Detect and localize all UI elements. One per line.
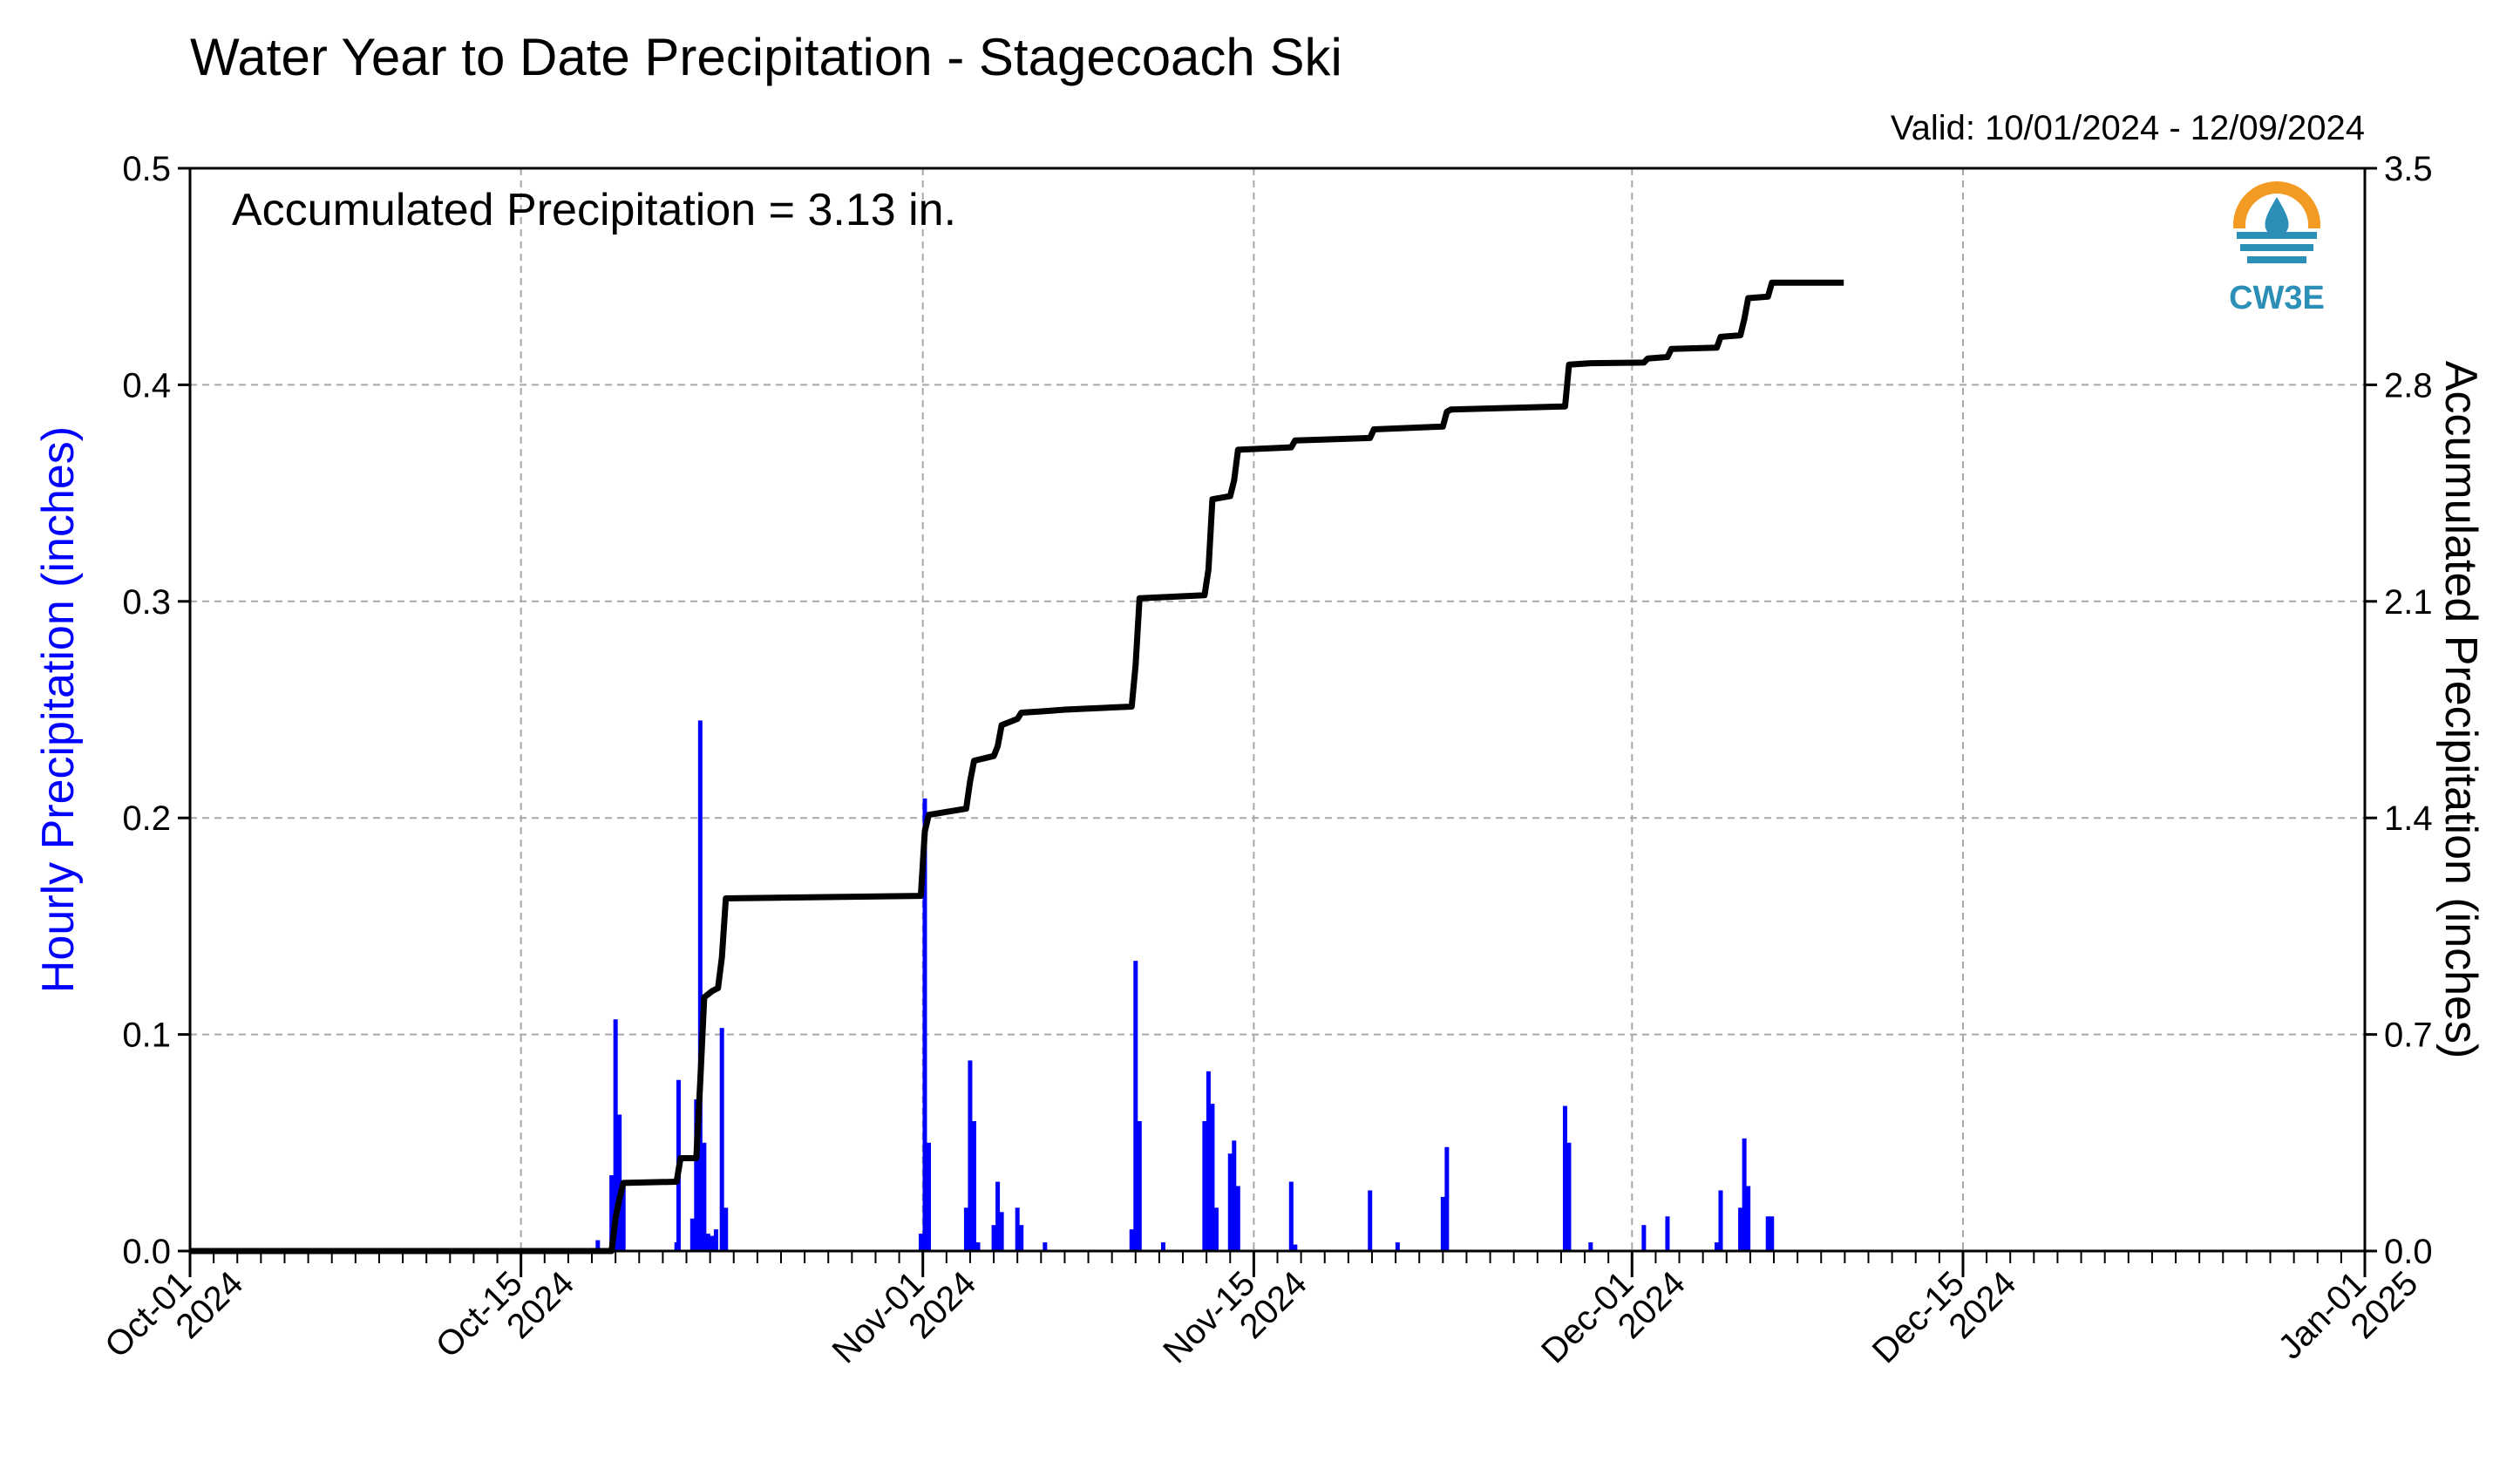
hourly-precip-bar xyxy=(971,1120,976,1251)
hourly-precip-bar xyxy=(1235,1186,1240,1251)
y-tick-label: 0.1 xyxy=(122,1017,171,1055)
hourly-precip-bar xyxy=(1015,1207,1020,1251)
hourly-precip-bar xyxy=(918,1234,923,1251)
hourly-precip-bar xyxy=(1641,1225,1647,1251)
hourly-precip-bar xyxy=(713,1229,718,1251)
hourly-precip-bar xyxy=(1202,1120,1207,1251)
left-axis-tick-labels: 0.0 0.1 0.2 0.3 0.4 0.5 xyxy=(122,150,171,1271)
y2-tick-label: 2.1 xyxy=(2384,583,2433,622)
hourly-precip-bar xyxy=(595,1240,601,1251)
chart-title: Water Year to Date Precipitation - Stage… xyxy=(190,28,1342,86)
hourly-precip-bar xyxy=(968,1060,973,1251)
plot-frame xyxy=(188,167,2367,1253)
hourly-precip-bar xyxy=(694,1099,699,1251)
hourly-precip-bar xyxy=(1769,1216,1775,1251)
hourly-precip-bar xyxy=(710,1235,715,1251)
hourly-precip-bar xyxy=(609,1175,615,1251)
hourly-precip-bar xyxy=(1714,1242,1719,1251)
accumulated-total-annotation: Accumulated Precipitation = 3.13 in. xyxy=(232,185,956,235)
hourly-precip-bar xyxy=(1765,1216,1770,1251)
hourly-precip-bar xyxy=(1160,1242,1165,1251)
hourly-precip-bar xyxy=(617,1114,622,1251)
hourly-precip-bar xyxy=(1213,1207,1219,1251)
hourly-precip-bar xyxy=(697,720,703,1251)
hourly-precip-bar xyxy=(689,1218,695,1251)
hourly-precip-bar xyxy=(1227,1153,1233,1251)
hourly-precip-bar xyxy=(705,1234,710,1251)
hourly-precip-bar xyxy=(1206,1071,1211,1251)
hourly-precip-bar xyxy=(1210,1104,1215,1251)
cw3e-logo: CW3E xyxy=(2229,181,2325,316)
hourly-precip-bar xyxy=(702,1142,707,1251)
grid-lines xyxy=(190,168,2365,1251)
hourly-precip-bar xyxy=(1133,961,1138,1251)
hourly-precip-bar xyxy=(719,1028,724,1251)
hourly-precip-bar xyxy=(1588,1242,1593,1251)
hourly-precip-bar xyxy=(1288,1181,1294,1251)
hourly-precip-bar xyxy=(723,1207,729,1251)
hourly-precip-bar xyxy=(1440,1196,1445,1251)
hourly-precip-bar xyxy=(1566,1142,1572,1251)
hourly-precip-bar xyxy=(1562,1105,1567,1251)
right-axis-tick-labels: 0.0 0.7 1.4 2.1 2.8 3.5 xyxy=(2384,150,2433,1271)
left-axis-label: Hourly Precipitation (inches) xyxy=(33,426,84,993)
hourly-precip-bar xyxy=(1293,1244,1298,1251)
y2-tick-label: 3.5 xyxy=(2384,150,2433,188)
hourly-precip-bar xyxy=(995,1181,1001,1251)
y2-tick-label: 1.4 xyxy=(2384,799,2433,838)
hourly-precip-bar xyxy=(1368,1190,1373,1251)
y2-tick-label: 0.0 xyxy=(2384,1233,2433,1271)
y-tick-label: 0.4 xyxy=(122,366,171,405)
valid-date-range: Valid: 10/01/2024 - 12/09/2024 xyxy=(1891,109,2365,147)
axis-ticks xyxy=(178,167,2377,1277)
hourly-precip-bar xyxy=(1232,1140,1237,1251)
y2-tick-label: 0.7 xyxy=(2384,1017,2433,1055)
hourly-precip-bar xyxy=(1043,1242,1048,1251)
hourly-precip-bar xyxy=(1718,1190,1723,1251)
accumulated-precipitation-line xyxy=(190,279,1844,1255)
hourly-precip-bar xyxy=(1444,1146,1450,1251)
logo-text: CW3E xyxy=(2229,280,2325,316)
hourly-precip-bar xyxy=(963,1207,968,1251)
y-tick-label: 0.0 xyxy=(122,1233,171,1271)
hourly-precip-bar xyxy=(1129,1229,1134,1251)
logo-drop-icon xyxy=(2265,197,2289,235)
hourly-precip-bar xyxy=(1742,1138,1747,1251)
hourly-precip-bar xyxy=(1746,1186,1751,1251)
hourly-precip-bar xyxy=(1738,1207,1743,1251)
y2-tick-label: 2.8 xyxy=(2384,366,2433,405)
hourly-precipitation-bars xyxy=(595,720,1775,1251)
hourly-precip-bar xyxy=(613,1019,618,1251)
y-tick-label: 0.2 xyxy=(122,799,171,838)
right-axis-label: Accumulated Precipitation (inches) xyxy=(2435,361,2486,1059)
hourly-precip-bar xyxy=(621,1186,626,1251)
hourly-precip-bar xyxy=(1137,1120,1142,1251)
hourly-precip-bar xyxy=(1395,1242,1400,1251)
hourly-precip-bar xyxy=(975,1242,981,1251)
hourly-precip-bar xyxy=(1665,1216,1670,1251)
hourly-precip-bar xyxy=(922,798,927,1251)
hourly-precip-bar xyxy=(926,1142,931,1251)
y-tick-label: 0.5 xyxy=(122,150,171,188)
y-tick-label: 0.3 xyxy=(122,583,171,622)
hourly-precip-bar xyxy=(1019,1225,1024,1251)
hourly-precip-bar xyxy=(999,1212,1004,1251)
hourly-precip-bar xyxy=(991,1225,996,1251)
